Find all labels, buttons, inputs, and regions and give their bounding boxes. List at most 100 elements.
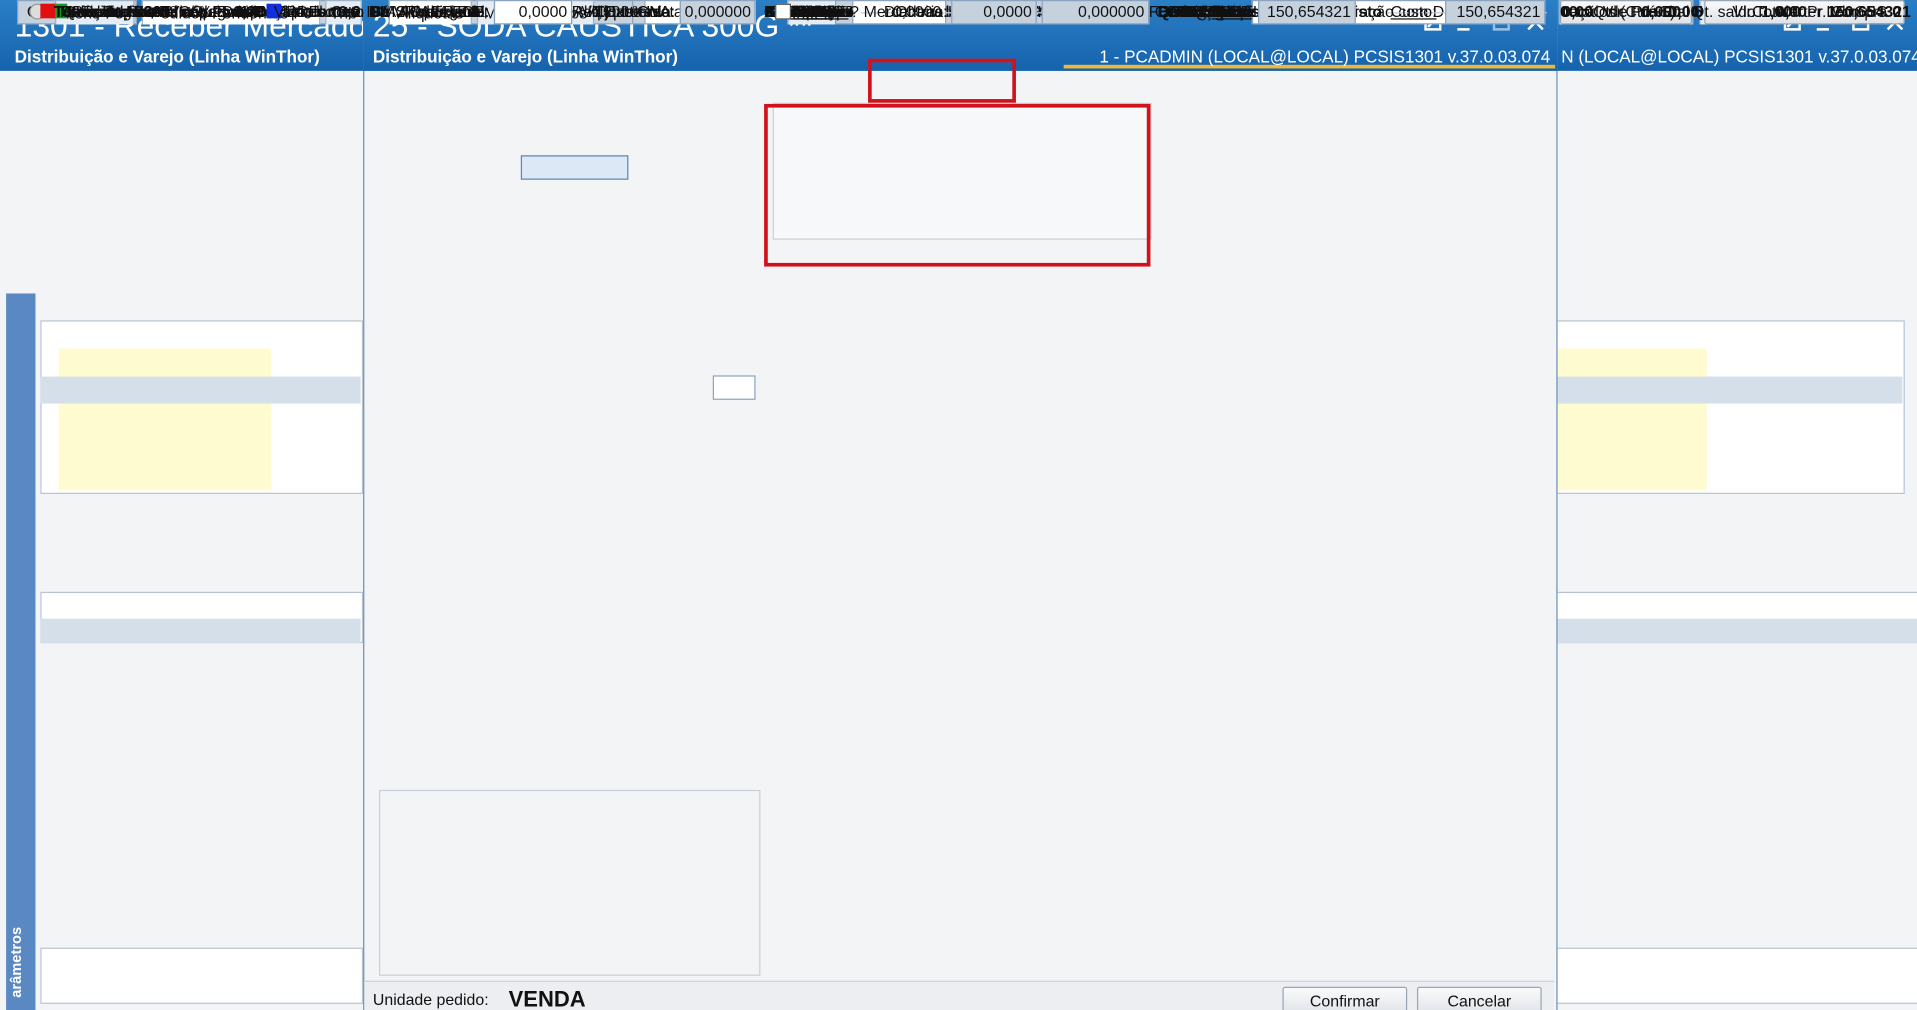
link-label[interactable]: ST Guia: [786,2,849,21]
label: Vlr.Out.Desp. [168,2,264,21]
label: Qt. saldo [1692,2,1756,21]
label: Mercadoria: [863,2,948,21]
label: 140 [239,2,267,21]
label: % Acrés.: [781,2,849,21]
unit-value: VENDA [508,986,586,1010]
label: ICMS: [1202,2,1248,21]
label: Dinheiro: [883,2,948,21]
link-label[interactable]: CBS: [794,2,832,21]
label: Red.Al.Ext.: [405,2,490,21]
highlight-panel [764,103,1151,267]
confirm-button[interactable]: Confirmar [1282,986,1408,1010]
label: 0,00 [1776,2,1807,21]
label: Red.Al.Ext.: [784,2,869,21]
label: ICMS Frete FOB: [366,2,490,21]
label: Vl.Adicional: [780,2,869,21]
text: Quantidades [1157,2,1255,21]
label: FCP ST BCR: [1148,2,1248,21]
input-field[interactable] [712,375,756,400]
side-strip [6,293,36,1010]
text: Pedido Normal c/ % Bonificação [72,2,300,21]
label: 7664 [134,2,170,21]
tab[interactable]: Itens-F5 [55,0,135,25]
readonly-field: 150,654321 [1258,0,1356,25]
label: %IVA: [631,2,675,21]
readonly-field: 150,654321 [1445,0,1546,25]
label: 0,00 [1668,2,1700,21]
label: caçã [1561,2,1595,21]
link-label[interactable]: IBS: [801,2,832,21]
label: 7660 [134,2,170,21]
label: 0,0 [338,2,361,21]
label: Vlr.Total [1732,2,1789,21]
label: Nº Pedido [61,2,133,21]
back-session: N (LOCAL@LOCAL) PCSIS1301 v.37.0.03.074 [1561,46,1917,67]
label: em unidade [1167,2,1251,21]
label: 0,00 [233,2,265,21]
legend-item: Prod. com [266,0,359,24]
highlight-tab [868,58,1016,103]
grid-left-totals [40,947,364,1004]
label: Alíq.Interna: [782,2,869,21]
label: Vlr. Pauta: [415,2,490,21]
legend-item: Prod. totalmente entregues [40,0,252,24]
grid-left-rows [58,348,272,491]
label: 00 [1560,2,1578,21]
label: 140 [239,2,267,21]
button[interactable]: Converter Item [1704,0,1905,25]
label: 7663 [134,2,170,21]
modal-session: 1 - PCADMIN (LOCAL@LOCAL) PCSIS1301 v.37… [1099,46,1551,67]
label: Nº seq. [158,2,211,21]
back-right-pane [1555,70,1917,1010]
link-label[interactable]: Custo: [1390,2,1437,21]
text: Por Prc? [797,2,859,21]
label: Vl. CBS [1831,2,1888,21]
input-field[interactable] [520,155,629,180]
label: ST BCR: [1184,2,1248,21]
grid-right-rows [1555,348,1707,491]
st-tab-panel [378,789,761,976]
label: 140 [239,2,267,21]
grid-left-selected [40,376,361,404]
text: BCR [1157,2,1193,21]
label: 1,000 [1761,2,1801,21]
link-label[interactable]: Valor: [1211,2,1252,21]
label: 0,000 [1641,2,1682,21]
label: Qtde.Registr [63,2,153,21]
button[interactable]: todos (Ctrl+S) [1560,0,1693,25]
label: Alíq.Interna: [589,2,675,21]
input-field[interactable]: 0,0000 [493,0,573,25]
label: Alíq.Ext. Guia: [573,2,675,21]
label: 140 [239,2,267,21]
tab[interactable]: Trib [325,0,362,25]
cancel-button[interactable]: Cancelar [1416,986,1542,1010]
label: Alíq.Ext. NF: [399,2,490,21]
label: Informações Principais do Pedido de Com [67,2,365,21]
checkbox[interactable]: Por Prc? [775,0,859,24]
link-label[interactable]: IS: [811,2,832,21]
label: Pr. Compra [1806,2,1888,21]
label: 1 [235,2,245,21]
label: Qtde Pré-En [1593,2,1682,21]
tab-active[interactable]: Pedidos Pendentes-F6 [141,0,321,25]
text: Embalagem [1157,2,1248,21]
label: CST.PIS/COFINS: [1154,2,1284,21]
tab-active[interactable]: Alíquotas [388,0,472,25]
label: Vlr. Funrural [1602,2,1690,21]
label: Cód.Fornec [178,2,262,21]
label: Outras: [895,2,948,21]
label: 0 [1892,2,1902,21]
readonly-field: 0,000000 [1041,0,1150,25]
label: Seleção para [61,2,155,21]
text: Prod. totalmente entregues [59,2,252,21]
label: 7662 [134,2,170,21]
label: CFOP: [1207,2,1256,21]
side-label: arâmetros [7,926,25,998]
label: 7661 [134,2,170,21]
grid-left-2-row [40,618,361,644]
label: Dif.Alíq.: [788,2,849,21]
readonly-field: 0,000000 [679,0,756,25]
grid-right-2-row [1555,618,1917,644]
text: Dados fiscais [1157,2,1261,21]
